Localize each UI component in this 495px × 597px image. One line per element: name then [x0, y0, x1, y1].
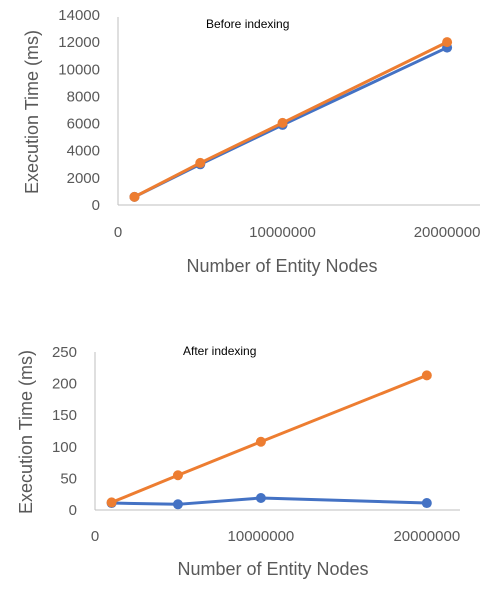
series-line-1 [110, 496, 429, 506]
data-point-series-2 [172, 470, 183, 481]
x-tick-label: 10000000 [228, 528, 295, 545]
y-tick-label: 0 [92, 197, 100, 214]
y-tick-label: 2000 [67, 170, 100, 187]
data-point-series-2 [277, 117, 288, 128]
y-tick-label: 0 [69, 502, 77, 519]
series-line-1 [132, 46, 449, 199]
y-tick-label: 12000 [58, 34, 100, 51]
series-line-2 [132, 40, 449, 199]
x-axis-title: Number of Entity Nodes [177, 559, 368, 579]
x-tick-label: 10000000 [249, 224, 316, 241]
x-tick-label: 20000000 [393, 528, 460, 545]
y-tick-label: 10000 [58, 61, 100, 78]
x-tick-label: 0 [91, 528, 99, 545]
y-tick-label: 200 [52, 376, 77, 393]
data-point-series-2 [195, 157, 206, 168]
y-tick-label: 8000 [67, 88, 100, 105]
y-tick-label: 14000 [58, 7, 100, 24]
data-point-series-1 [255, 492, 266, 503]
chart-after-indexing: After indexing Execution Time (ms) Numbe… [16, 344, 460, 579]
data-point-series-2 [129, 191, 140, 202]
y-tick-label: 150 [52, 407, 77, 424]
y-tick-label: 6000 [67, 116, 100, 133]
y-tick-label: 4000 [67, 143, 100, 160]
y-tick-label: 100 [52, 439, 77, 456]
data-point-series-2 [421, 370, 432, 381]
y-axis-title: Execution Time (ms) [16, 350, 36, 514]
chart-title: Before indexing [206, 17, 289, 31]
y-axis-title: Execution Time (ms) [22, 30, 42, 194]
chart-before-indexing: Before indexing Execution Time (ms) Numb… [22, 7, 480, 276]
y-tick-label: 50 [60, 470, 77, 487]
data-point-series-2 [442, 37, 453, 48]
data-point-series-1 [421, 498, 432, 509]
data-point-series-1 [172, 499, 183, 510]
chart-title: After indexing [183, 344, 256, 358]
data-point-series-2 [255, 436, 266, 447]
y-tick-label: 250 [52, 344, 77, 361]
series-line-2 [110, 373, 429, 504]
x-axis-title: Number of Entity Nodes [186, 256, 377, 276]
data-point-series-2 [106, 497, 117, 508]
x-tick-label: 0 [114, 224, 122, 241]
x-tick-label: 20000000 [414, 224, 481, 241]
